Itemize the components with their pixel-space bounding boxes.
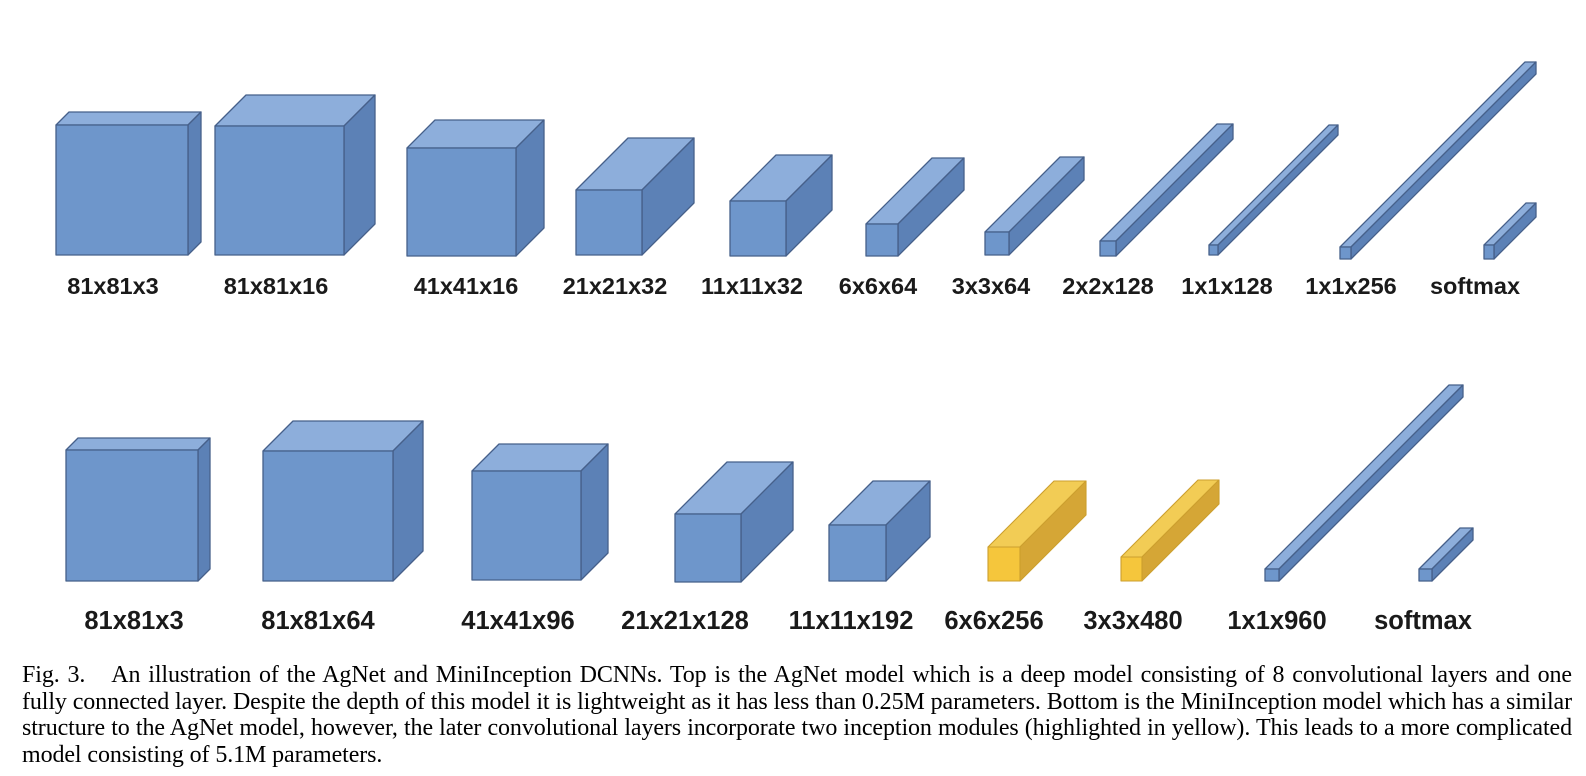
svg-text:81x81x64: 81x81x64 [261,607,375,635]
svg-text:11x11x32: 11x11x32 [701,273,803,299]
svg-text:2x2x128: 2x2x128 [1062,273,1154,299]
svg-text:3x3x64: 3x3x64 [952,273,1030,299]
svg-text:81x81x16: 81x81x16 [224,273,329,299]
svg-text:81x81x3: 81x81x3 [67,273,159,299]
svg-text:6x6x256: 6x6x256 [944,607,1043,635]
svg-text:21x21x32: 21x21x32 [563,273,668,299]
svg-text:41x41x16: 41x41x16 [414,273,519,299]
svg-text:1x1x256: 1x1x256 [1305,273,1397,299]
svg-text:1x1x960: 1x1x960 [1227,607,1326,635]
svg-text:1x1x128: 1x1x128 [1181,273,1273,299]
svg-text:3x3x480: 3x3x480 [1083,607,1182,635]
svg-text:81x81x3: 81x81x3 [84,607,183,635]
svg-text:21x21x128: 21x21x128 [621,607,749,635]
svg-text:41x41x96: 41x41x96 [461,607,574,635]
svg-text:6x6x64: 6x6x64 [839,273,917,299]
svg-text:softmax: softmax [1374,607,1472,635]
svg-text:softmax: softmax [1430,273,1520,299]
svg-text:11x11x192: 11x11x192 [789,607,914,635]
